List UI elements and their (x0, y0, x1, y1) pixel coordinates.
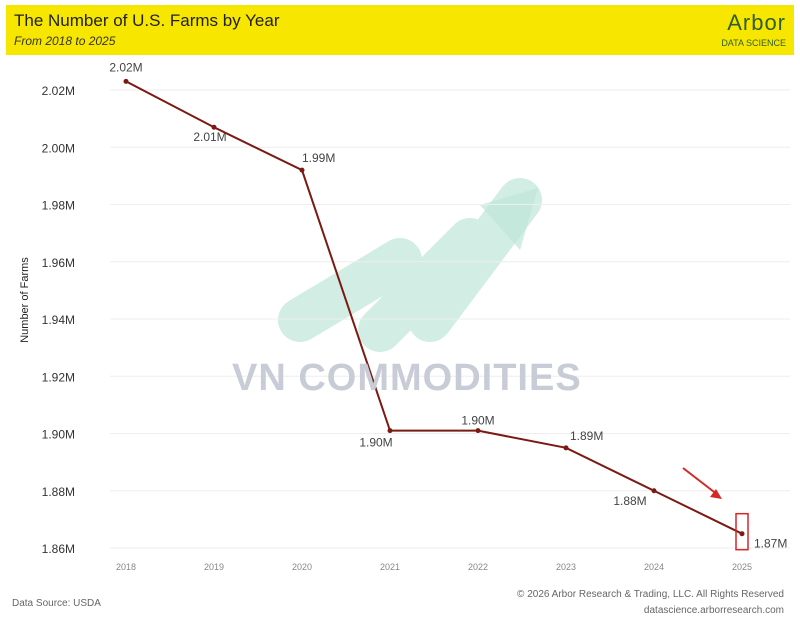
data-point (739, 531, 745, 537)
website-url: datascience.arborresearch.com (643, 605, 784, 616)
data-point (475, 428, 481, 434)
y-tick-label: 2.02M (42, 84, 75, 98)
y-tick-label: 1.90M (42, 428, 75, 442)
x-tick-label: 2024 (644, 562, 664, 572)
logo-subtitle: DATA SCIENCE (721, 38, 786, 48)
data-label: 1.90M (359, 436, 392, 450)
chart-title: The Number of U.S. Farms by Year (14, 11, 280, 30)
highlight-box (735, 512, 749, 551)
data-point (299, 167, 305, 173)
data-label: 1.88M (613, 494, 646, 508)
copyright: © 2026 Arbor Research & Trading, LLC. Al… (517, 589, 784, 600)
data-point (211, 124, 217, 130)
data-label: 1.99M (302, 151, 335, 165)
data-point (123, 78, 129, 84)
x-tick-label: 2023 (556, 562, 576, 572)
x-tick-label: 2019 (204, 562, 224, 572)
y-tick-label: 2.00M (42, 141, 75, 155)
data-point (387, 428, 393, 434)
y-tick-label: 1.88M (42, 485, 75, 499)
y-tick-label: 1.94M (42, 313, 75, 327)
data-label: 2.01M (193, 130, 226, 144)
data-source: Data Source: USDA (12, 598, 101, 609)
x-tick-label: 2020 (292, 562, 312, 572)
watermark: VN COMMODITIES (232, 357, 582, 399)
y-tick-label: 1.92M (42, 370, 75, 384)
x-tick-label: 2018 (116, 562, 136, 572)
chart-subtitle: From 2018 to 2025 (14, 34, 116, 48)
data-point (563, 445, 569, 451)
x-tick-label: 2021 (380, 562, 400, 572)
data-label: 1.89M (570, 429, 603, 443)
y-tick-label: 1.98M (42, 199, 75, 213)
data-point (651, 488, 657, 494)
logo-word: Arbor (727, 10, 786, 35)
title-banner: The Number of U.S. Farms by Year From 20… (6, 5, 794, 55)
data-label: 2.02M (109, 60, 142, 74)
watermark-arrowhead-icon (480, 188, 538, 250)
arbor-logo: Arbor DATA SCIENCE (676, 9, 786, 53)
x-tick-label: 2025 (732, 562, 752, 572)
data-label: 1.87M (754, 537, 787, 551)
y-tick-label: 1.96M (42, 256, 75, 270)
red-arrow-icon (682, 467, 719, 496)
data-label: 1.90M (461, 414, 494, 428)
red-arrowhead-icon (710, 489, 722, 499)
y-tick-label: 1.86M (42, 542, 75, 556)
y-axis-label: Number of Farms (19, 257, 31, 343)
x-tick-label: 2022 (468, 562, 488, 572)
series-line (125, 80, 743, 535)
